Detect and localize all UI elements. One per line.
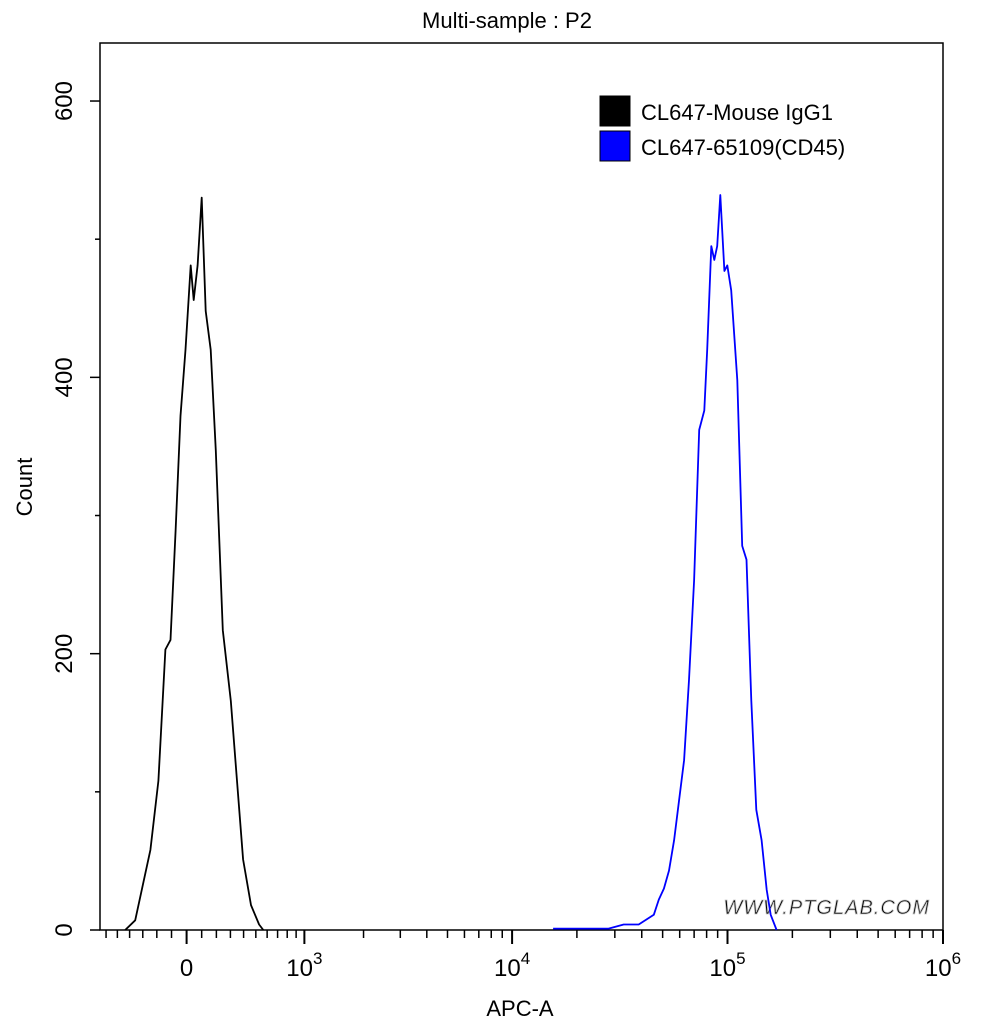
y-tick-label: 400 — [51, 357, 78, 397]
series-line-0 — [124, 196, 265, 931]
chart-title: Multi-sample : P2 — [422, 8, 592, 33]
x-tick-label: 104 — [494, 949, 530, 982]
legend: CL647-Mouse IgG1 CL647-65109(CD45) — [599, 95, 845, 162]
x-axis-label: APC-A — [486, 996, 554, 1021]
legend-label: CL647-Mouse IgG1 — [641, 100, 833, 125]
legend-swatch — [599, 95, 631, 127]
plot-frame — [99, 42, 944, 931]
y-tick-label: 200 — [51, 634, 78, 674]
legend-label: CL647-65109(CD45) — [641, 135, 845, 160]
series-line-1 — [553, 194, 778, 931]
x-tick-label: 0 — [180, 955, 193, 982]
watermark: WWW.PTGLAB.COM — [723, 897, 930, 919]
x-tick-label: 103 — [286, 949, 322, 982]
x-tick-label: 106 — [925, 949, 961, 982]
y-tick-label: 0 — [51, 923, 78, 936]
y-axis-label: Count — [12, 458, 37, 517]
y-tick-label: 600 — [51, 81, 78, 121]
legend-swatch — [599, 130, 631, 162]
x-tick-label: 105 — [709, 949, 745, 982]
